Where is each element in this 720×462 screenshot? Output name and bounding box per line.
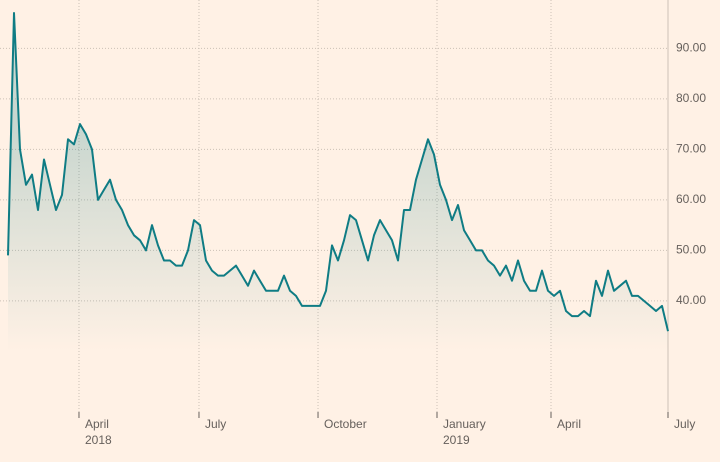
x-tick-label: October: [324, 417, 367, 431]
area: [8, 13, 668, 412]
y-tick-label: 70.00: [676, 142, 706, 156]
x-tick-label: July: [205, 417, 226, 431]
y-tick-label: 40.00: [676, 293, 706, 307]
x-tick-year: 2018: [85, 433, 112, 447]
y-tick-label: 50.00: [676, 243, 706, 257]
line: [7, 12, 669, 332]
y-tick-label: 80.00: [676, 91, 706, 105]
x-tick-label: January: [443, 417, 486, 431]
y-tick-label: 90.00: [676, 41, 706, 55]
x-tick-label: April: [85, 417, 109, 431]
x-tick-label: April: [557, 417, 581, 431]
x-tick-label: July: [674, 417, 695, 431]
y-tick-label: 60.00: [676, 192, 706, 206]
x-tick-year: 2019: [443, 433, 470, 447]
